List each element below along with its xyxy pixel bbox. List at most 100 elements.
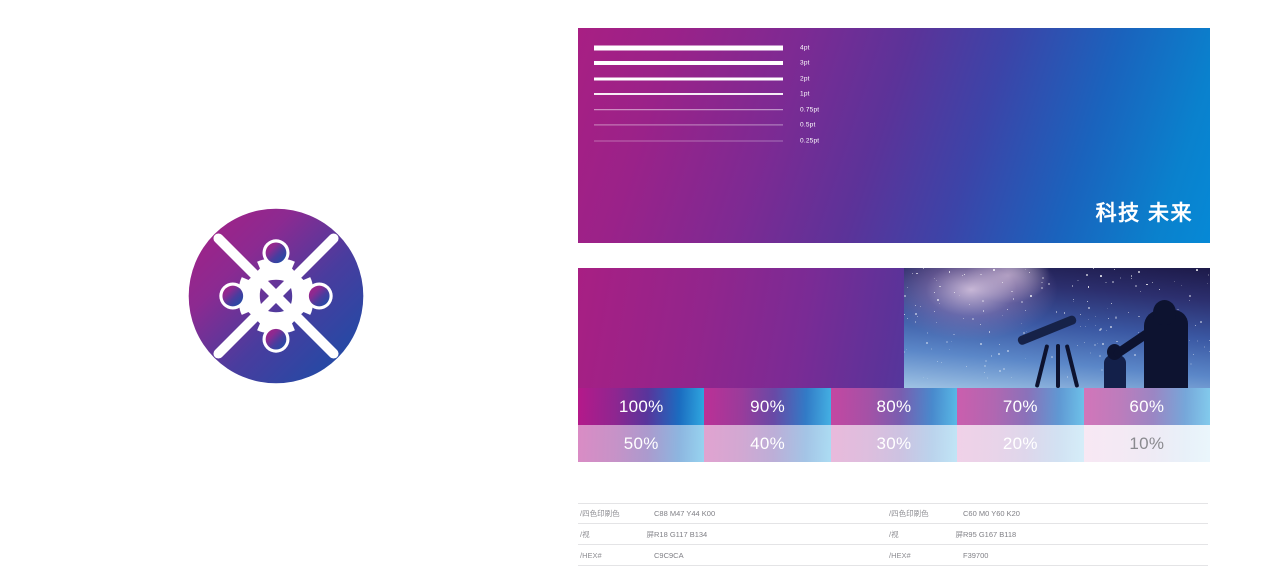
star-dot [1194, 324, 1196, 326]
star-dot [926, 377, 928, 379]
star-dot [1200, 320, 1203, 323]
spec-key-left: /HEX# [580, 550, 602, 560]
tint-label: 80% [876, 396, 912, 416]
star-dot [979, 324, 981, 326]
star-dot [936, 298, 939, 302]
star-dot [930, 347, 933, 350]
star-dot [1021, 300, 1023, 303]
star-dot [922, 376, 924, 378]
line-weight-row: 3pt [594, 56, 824, 72]
spec-value: C88 M47 Y44 K00 [654, 509, 716, 518]
line-weight-sample [594, 93, 783, 96]
star-dot [917, 316, 919, 317]
star-dot [1085, 274, 1088, 277]
color-spec-table: /四色印刷色 C88 M47 Y44 K00/四色印刷色 C60 M0 Y60 K2… [578, 503, 1208, 566]
star-dot [1086, 300, 1089, 303]
star-dot [962, 275, 963, 277]
star-dot [926, 332, 929, 334]
star-dot [1206, 283, 1208, 285]
star-dot [1196, 269, 1199, 272]
adult-legs-silhouette [1148, 354, 1184, 388]
star-dot [1092, 268, 1094, 270]
star-dot [1001, 282, 1003, 284]
star-dot [938, 303, 940, 304]
spec-key-left: /HEX# [889, 550, 911, 560]
tint-swatch[interactable]: 100% [578, 388, 705, 425]
star-dot [934, 311, 936, 313]
star-dot [966, 366, 968, 367]
star-dot [1020, 322, 1022, 325]
spec-key: /四色印刷色 [580, 508, 654, 519]
child-silhouette [1104, 355, 1126, 388]
star-dot [1189, 339, 1190, 341]
line-weight-list: 4pt 3pt 2pt 1pt 0.75pt 0.5pt 0.25pt [594, 40, 824, 149]
spec-key-right: 屏 [646, 529, 655, 539]
star-dot [979, 342, 982, 346]
star-dot [1196, 340, 1199, 342]
tint-swatch[interactable]: 90% [704, 388, 832, 425]
tint-swatch[interactable]: 70% [957, 388, 1085, 425]
spec-key: /视 屏 [889, 529, 963, 540]
tint-label: 60% [1129, 396, 1165, 416]
star-dot [1135, 285, 1138, 288]
star-dot [911, 273, 913, 274]
star-dot [1102, 343, 1104, 345]
star-dot [1099, 354, 1102, 357]
spec-cell: /视 屏 R18 G117 B134 [578, 524, 886, 544]
spec-key: /视 屏 [580, 529, 654, 540]
star-dot [919, 305, 921, 307]
line-weight-sample [594, 77, 783, 81]
star-dot [1100, 328, 1102, 330]
star-dot [981, 300, 984, 303]
star-dot [1079, 325, 1081, 327]
star-dot [1133, 354, 1136, 357]
tint-swatch[interactable]: 10% [1083, 425, 1210, 462]
spec-table-row: /HEX# C9C9CA/HEX# F39700 [578, 545, 1208, 566]
tint-swatch[interactable]: 60% [1083, 388, 1210, 425]
star-dot [963, 274, 965, 275]
star-dot [1087, 318, 1089, 320]
star-dot [1111, 302, 1113, 305]
tint-label: 70% [1002, 396, 1038, 416]
star-dot [926, 342, 928, 345]
star-dot [1100, 275, 1102, 277]
star-dot [1007, 349, 1010, 352]
brand-logo [186, 206, 366, 386]
tint-swatch[interactable]: 80% [830, 388, 958, 425]
tint-swatch[interactable]: 50% [578, 425, 705, 462]
star-dot [904, 314, 906, 316]
star-dot [983, 372, 985, 374]
star-dot [933, 292, 935, 293]
spec-cell: /四色印刷色 C60 M0 Y60 K20 [887, 504, 1195, 523]
spec-key-right: 屏 [955, 529, 964, 539]
spec-key: /HEX# [580, 551, 654, 560]
star-dot [998, 370, 1001, 372]
star-dot [953, 333, 955, 336]
star-dot [922, 268, 924, 269]
spec-table-row: /视屏 R18 G117 B134/视屏 R95 G167 B118 [578, 524, 1208, 545]
star-dot [1025, 358, 1027, 360]
star-dot [1097, 342, 1099, 344]
star-dot [1138, 331, 1139, 333]
spec-value: R95 G167 B118 [963, 529, 1017, 539]
star-dot [1203, 346, 1206, 348]
star-dot [1077, 344, 1079, 346]
tint-swatch[interactable]: 40% [704, 425, 832, 462]
star-dot [1042, 276, 1045, 279]
star-dot [1071, 285, 1074, 287]
star-dot [1115, 316, 1117, 318]
star-dot [1181, 284, 1183, 286]
star-dot [962, 318, 964, 320]
line-weight-sample [594, 140, 783, 142]
tint-swatch[interactable]: 20% [957, 425, 1085, 462]
star-dot [984, 360, 987, 363]
line-weight-label: 0.5pt [800, 121, 816, 129]
tint-swatch[interactable]: 30% [830, 425, 958, 462]
star-dot [906, 348, 908, 350]
tint-label: 30% [876, 433, 912, 453]
logo-emblem-svg [188, 208, 364, 384]
star-dot [938, 285, 941, 288]
star-dot [969, 303, 971, 305]
star-dot [1041, 281, 1043, 284]
spec-key-left: /视 [889, 529, 899, 539]
